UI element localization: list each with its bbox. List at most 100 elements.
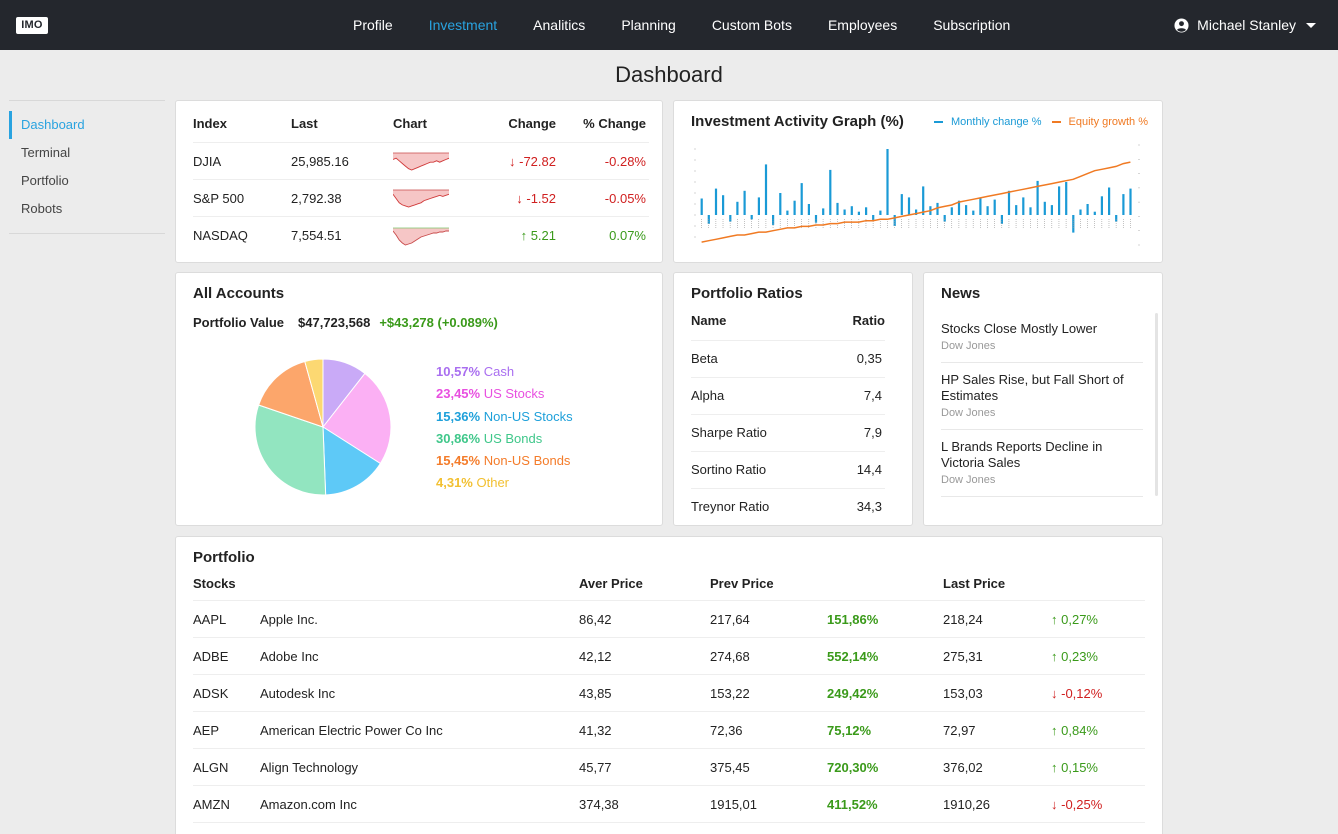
sparkline-area [393,153,449,170]
arrow-up-icon: ↑ [1051,723,1062,738]
news-title[interactable]: L Brands Reports Decline in Victoria Sal… [941,439,1103,470]
news-item[interactable]: HP Sales Rise, but Fall Short of Estimat… [941,363,1143,430]
table-row: Sharpe Ratio 7,9 [691,415,885,452]
bar-monthly-change [736,201,739,215]
chart-legend: Monthly change % Equity growth % [924,116,1148,128]
column-header-name: Name [691,313,727,328]
bar-monthly-change [1043,201,1046,215]
user-menu[interactable]: Michael Stanley [1174,0,1316,50]
allocation-pct: 15,45% [436,453,481,469]
allocation-legend: 10,57% Cash 23,45% US Stocks 15,36% Non-… [436,361,573,495]
nav-item-planning[interactable]: Planning [621,17,676,33]
app-logo[interactable]: IMO [16,17,48,34]
bar-monthly-change [714,188,718,215]
stock-ticker: AAPL [193,612,227,627]
table-row: Alpha 7,4 [691,378,885,415]
allocation-label: Other [476,475,510,491]
investment-activity-card: Investment Activity Graph (%) Monthly ch… [673,100,1163,263]
ratio-value: 0,35 [856,351,882,366]
nav-item-custom-bots[interactable]: Custom Bots [711,17,792,33]
news-item[interactable]: Stocks Close Mostly Lower Dow Jones [941,313,1143,363]
news-item[interactable]: L Brands Reports Decline in Victoria Sal… [941,430,1143,497]
table-row[interactable]: NASDAQ 7,554.51 ↑ 5.21 0.07% [193,217,649,254]
index-change: ↑ 5.21 [471,228,556,243]
card-title: All Accounts [193,285,285,302]
arrow-down-icon: ↓ [1051,686,1062,701]
sidebar-item-dashboard[interactable]: Dashboard [9,111,165,139]
arrow-down-icon: ↓ [1051,797,1062,812]
stock-ticker: ADSK [193,686,229,701]
index-change: ↓ -1.52 [471,191,556,206]
table-row[interactable]: ADBE Adobe Inc 42,12 274,68 552,14% 275,… [193,638,1145,675]
pie-slice[interactable] [258,360,324,428]
allocation-item-cash: 10,57% Cash [436,361,573,383]
sidebar-item-terminal[interactable]: Terminal [21,145,71,160]
bar-monthly-change [1122,194,1125,215]
table-header: Stocks Aver Price Prev Price Last Price [193,575,1145,601]
stock-aver-price: 42,12 [579,649,612,664]
bar-monthly-change [936,202,939,215]
stock-change: ↑ 0,84% [1051,712,1145,748]
bar-monthly-change [743,190,746,215]
bar-monthly-change [1007,190,1011,215]
allocation-pct: 10,57% [436,364,481,379]
portfolio-table: Stocks Aver Price Prev Price Last Price … [193,575,1145,823]
stock-prev-price: 1915,01 [710,797,757,812]
portfolio-value: $47,723,568 [298,315,371,330]
table-row[interactable]: ADSK Autodesk Inc 43,85 153,22 249,42% 1… [193,675,1145,712]
ratio-name: Sharpe Ratio [691,425,767,440]
index-name: S&P 500 [193,190,245,206]
stock-name: American Electric Power Co Inc [260,723,443,738]
stock-change: ↑ 0,15% [1051,749,1145,785]
index-last: 7,554.51 [291,228,342,243]
sidebar-item-portfolio[interactable]: Portfolio [21,173,69,188]
nav-item-profile[interactable]: Profile [353,17,393,33]
pie-slice[interactable] [322,372,392,465]
table-row: Treynor Ratio 34,3 [691,489,885,526]
allocation-label: Non-US Bonds [483,453,571,469]
news-scrollbar[interactable] [1155,313,1158,496]
index-change: ↓ -72.82 [471,154,556,169]
pie-slice[interactable] [254,404,327,496]
bar-monthly-change [893,215,896,226]
table-row[interactable]: DJIA 25,985.16 ↓ -72.82 -0.28% [193,143,649,180]
top-navigation-bar: IMO Profile Investment Analitics Plannin… [0,0,1338,50]
sidebar-item-robots[interactable]: Robots [21,201,63,216]
bar-monthly-change [1022,197,1025,215]
bar-monthly-change [1093,211,1096,215]
stock-name: Amazon.com Inc [260,797,357,812]
table-row[interactable]: AMZN Amazon.com Inc 374,38 1915,01 411,5… [193,786,1145,823]
bar-monthly-change [986,206,989,215]
nav-item-analitics[interactable]: Analitics [533,17,586,33]
nav-item-employees[interactable]: Employees [827,17,898,33]
stock-change-value: 0,15% [1061,760,1098,775]
bar-monthly-change [1100,196,1103,215]
stock-prev-price: 375,45 [710,760,750,775]
table-row[interactable]: S&P 500 2,792.38 ↓ -1.52 -0.05% [193,180,649,217]
bar-monthly-change [822,208,825,215]
card-title: Portfolio [193,549,255,566]
table-row[interactable]: ALGN Align Technology 45,77 375,45 720,3… [193,749,1145,786]
stock-last-price: 1910,26 [943,797,990,812]
card-title: Portfolio Ratios [691,285,803,302]
legend-item-equity[interactable]: Equity growth % [1051,116,1148,128]
news-title[interactable]: HP Sales Rise, but Fall Short of Estimat… [941,372,1124,403]
bar-monthly-change [993,199,996,215]
stock-gain: 720,30% [827,760,879,775]
pie-slice[interactable] [322,426,382,496]
news-list: Stocks Close Mostly Lower Dow Jones HP S… [941,313,1143,497]
pie-slice[interactable] [304,358,324,428]
nav-item-subscription[interactable]: Subscription [933,17,1011,33]
ratio-value: 7,4 [863,388,882,403]
column-header-chart: Chart [393,116,427,131]
legend-item-monthly[interactable]: Monthly change % [934,116,1042,128]
table-row[interactable]: AAPL Apple Inc. 86,42 217,64 151,86% 218… [193,601,1145,638]
table-row[interactable]: AEP American Electric Power Co Inc 41,32… [193,712,1145,749]
news-title[interactable]: Stocks Close Mostly Lower [941,321,1098,336]
bar-monthly-change [786,210,789,215]
bar-monthly-change [965,205,968,215]
stock-prev-price: 217,64 [710,612,750,627]
bar-monthly-change [750,215,753,220]
stock-change: ↑ 0,23% [1051,638,1145,674]
nav-item-investment[interactable]: Investment [428,17,498,33]
